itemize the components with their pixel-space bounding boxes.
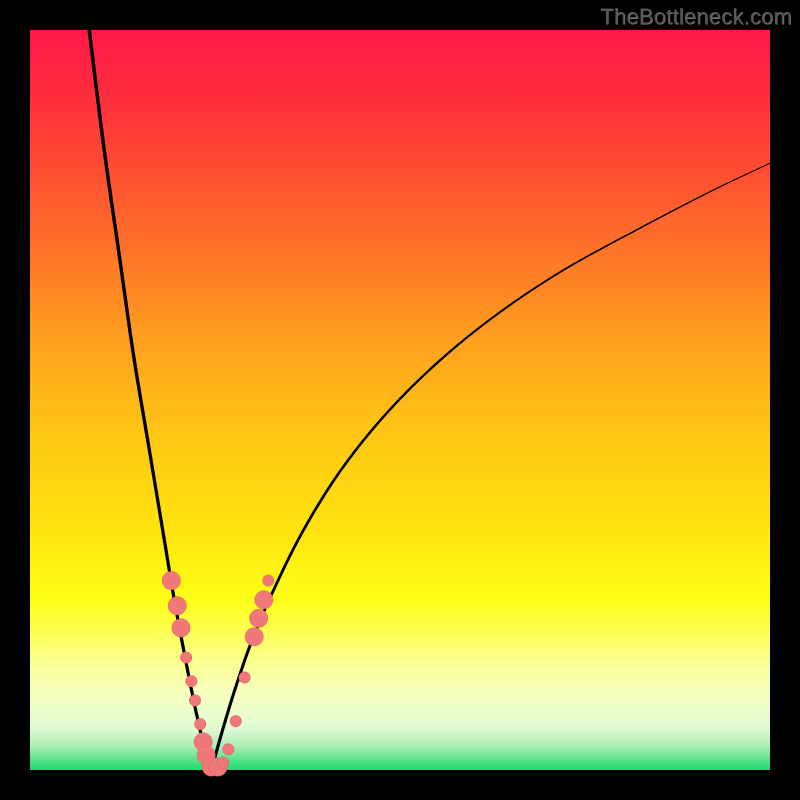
curve-marker [255, 591, 273, 609]
curve-marker [249, 609, 267, 627]
bottleneck-chart [0, 0, 800, 800]
chart-container: TheBottleneck.com [0, 0, 800, 800]
watermark-text: TheBottleneck.com [600, 4, 792, 30]
curve-marker [230, 715, 242, 727]
curve-marker [168, 597, 186, 615]
curve-marker [162, 571, 180, 589]
curve-marker [194, 718, 206, 730]
curve-marker [186, 675, 198, 687]
curve-marker [239, 672, 251, 684]
curve-marker [189, 695, 201, 707]
curve-marker [262, 575, 274, 587]
curve-marker [180, 652, 192, 664]
curve-marker [172, 619, 190, 637]
curve-marker [217, 757, 229, 769]
curve-marker [245, 628, 263, 646]
curve-marker [223, 743, 235, 755]
